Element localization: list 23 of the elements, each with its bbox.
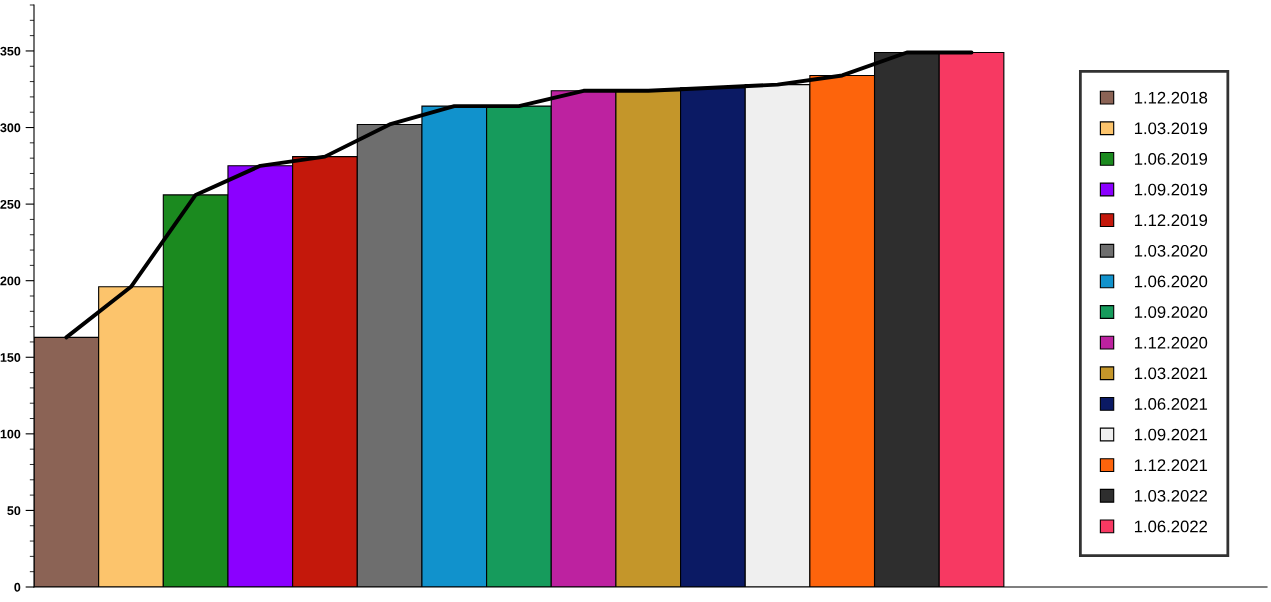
y-tick-label: 150	[0, 353, 21, 362]
legend-label: 1.12.2019	[1134, 214, 1208, 227]
y-tick-label: 50	[7, 506, 21, 516]
legend-label: 1.03.2022	[1134, 489, 1208, 502]
y-tick-label: 100	[0, 429, 21, 439]
y-tick-label: 200	[0, 276, 21, 286]
y-tick-label: 0	[14, 582, 21, 592]
legend-label: 1.06.2019	[1134, 153, 1208, 165]
legend-label: 1.12.2021	[1134, 459, 1208, 472]
legend-label: 1.06.2022	[1134, 520, 1208, 533]
legend-label: 1.09.2020	[1134, 306, 1208, 318]
legend-label: 1.06.2020	[1134, 275, 1208, 288]
legend-label: 1.03.2021	[1134, 367, 1208, 380]
legend-label: 1.03.2020	[1134, 244, 1208, 257]
legend-label: 1.09.2021	[1134, 428, 1208, 441]
legend-label: 1.12.2020	[1134, 336, 1208, 349]
legend-label: 1.09.2019	[1134, 183, 1208, 196]
legend-label: 1.03.2019	[1134, 122, 1208, 135]
y-tick-label: 350	[0, 46, 21, 56]
legend-label: 1.12.2018	[1134, 91, 1208, 104]
legend-label: 1.06.2021	[1134, 398, 1208, 410]
y-tick-label: 250	[0, 199, 21, 209]
y-tick-label: 300	[0, 123, 21, 133]
